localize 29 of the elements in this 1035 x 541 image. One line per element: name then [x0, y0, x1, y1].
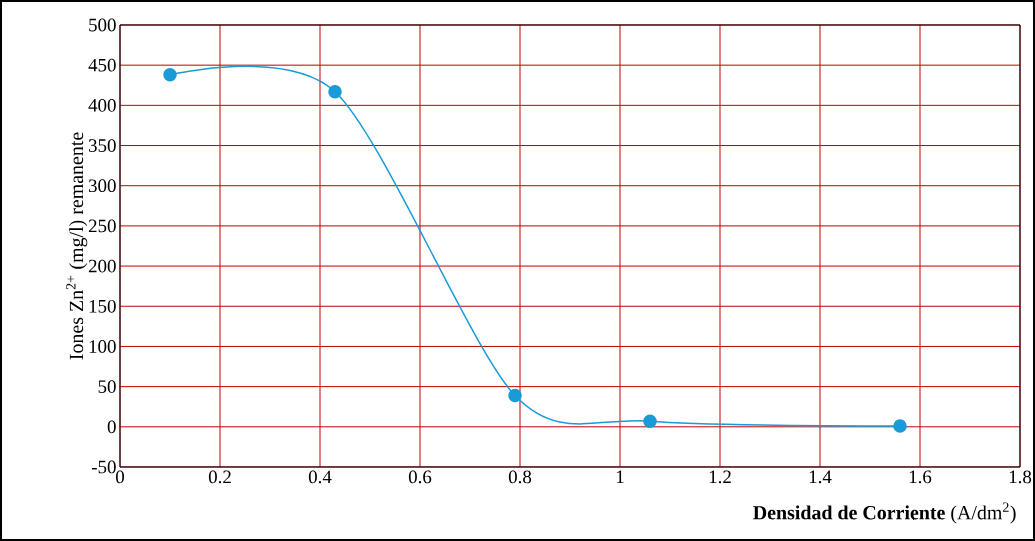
- x-tick-label: 0.2: [208, 470, 231, 484]
- x-axis-title: Densidad de Corriente (A/dm$^{2}$): [753, 502, 1016, 524]
- y-axis-title: Iones Zn$^{2+}$ (mg/l) remanente: [66, 132, 88, 360]
- y-tick-label: 450: [88, 58, 116, 72]
- y-tick-label: 100: [89, 340, 116, 353]
- x-tick-label: 1.4: [809, 470, 832, 484]
- y-tick-label: 150: [89, 299, 116, 313]
- y-tick-label: 350: [89, 139, 116, 152]
- y-tick-label: 0: [107, 420, 116, 434]
- x-tick-label: 0.6: [408, 470, 432, 484]
- point: [508, 388, 522, 403]
- x-tick-label: 0: [116, 470, 125, 484]
- y-tick-label: 50: [98, 380, 116, 394]
- y-tick-label: 400: [88, 98, 116, 112]
- x-tick-label: 0.8: [508, 470, 532, 484]
- point: [163, 68, 177, 82]
- y-tick-label: 200: [88, 259, 116, 273]
- y-tick-label: 500: [89, 18, 116, 32]
- x-tick-label: 1.6: [909, 470, 932, 484]
- point: [893, 419, 907, 433]
- point: [643, 414, 657, 428]
- x-tick-label: 0.4: [308, 470, 332, 484]
- y-tick-label: -50: [91, 460, 116, 474]
- x-tick-label: 1: [616, 470, 624, 483]
- y-tick-label: 300: [89, 179, 116, 193]
- x-tick-label: 1.8: [1009, 470, 1032, 484]
- y-tick-label: 250: [88, 219, 116, 233]
- point: [328, 84, 342, 99]
- x-tick-label: 1.2: [709, 470, 731, 484]
